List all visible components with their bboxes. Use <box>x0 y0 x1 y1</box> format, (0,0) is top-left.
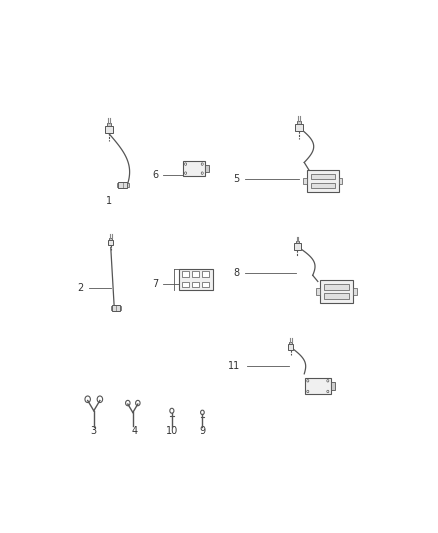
Bar <box>179 269 212 290</box>
Circle shape <box>184 163 187 165</box>
Bar <box>205 165 209 172</box>
Bar <box>182 271 189 277</box>
Bar <box>108 240 113 245</box>
Text: 5: 5 <box>233 174 240 184</box>
Text: 7: 7 <box>152 279 158 288</box>
Bar <box>112 305 120 311</box>
Bar <box>296 241 299 244</box>
Bar <box>192 271 199 277</box>
Bar <box>289 342 292 344</box>
Bar <box>324 284 350 290</box>
Circle shape <box>327 379 329 382</box>
Bar <box>288 344 293 350</box>
Bar <box>120 306 121 310</box>
Circle shape <box>327 390 329 393</box>
Bar <box>183 161 205 176</box>
Bar <box>331 382 335 390</box>
Bar <box>316 288 319 295</box>
Text: 9: 9 <box>199 426 205 437</box>
Bar <box>305 378 331 394</box>
Bar <box>127 183 129 187</box>
Text: 10: 10 <box>166 426 178 437</box>
Bar <box>353 288 357 295</box>
Circle shape <box>184 172 187 174</box>
Text: 8: 8 <box>233 268 240 278</box>
Bar <box>117 183 118 187</box>
Bar <box>107 123 111 126</box>
Text: 11: 11 <box>227 361 240 370</box>
Circle shape <box>307 379 309 382</box>
Circle shape <box>201 163 203 165</box>
Bar <box>297 121 301 124</box>
Bar <box>311 183 335 188</box>
Bar <box>324 293 350 299</box>
Text: 3: 3 <box>91 426 97 437</box>
Bar <box>319 280 353 303</box>
Bar <box>118 182 127 188</box>
Bar <box>311 174 335 179</box>
Bar <box>182 281 189 287</box>
Circle shape <box>307 390 309 393</box>
Bar <box>307 169 339 192</box>
Bar <box>202 281 209 287</box>
Bar <box>339 177 343 184</box>
Bar <box>111 306 112 310</box>
Bar <box>105 126 113 133</box>
Bar <box>192 281 199 287</box>
Bar <box>109 238 112 240</box>
Bar <box>294 244 300 250</box>
Bar <box>202 271 209 277</box>
Circle shape <box>201 172 203 174</box>
Text: 4: 4 <box>131 426 138 437</box>
Text: 6: 6 <box>152 170 158 180</box>
Text: 1: 1 <box>106 197 113 206</box>
Bar <box>295 124 303 131</box>
Bar <box>304 177 307 184</box>
Text: 2: 2 <box>78 282 84 293</box>
